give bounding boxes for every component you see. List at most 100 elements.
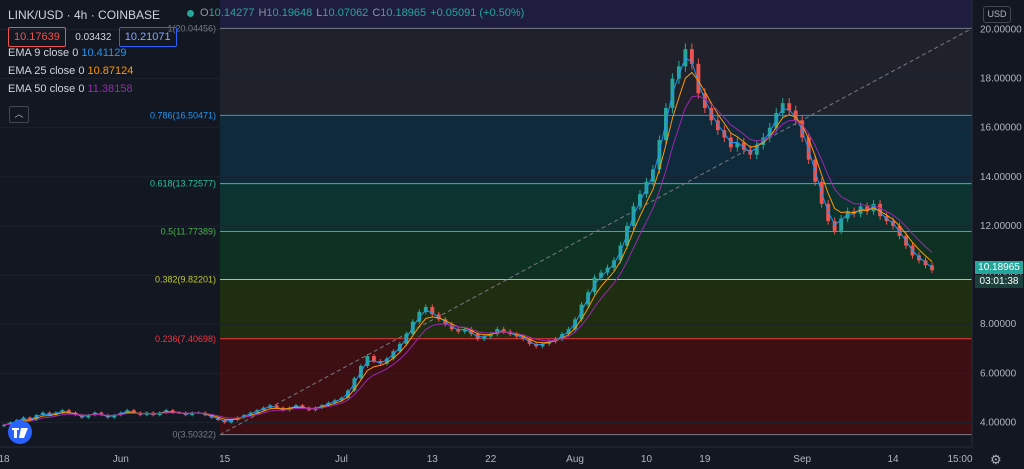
ema-line: [3, 95, 933, 426]
price-tick-label: 4.00000: [980, 417, 1017, 428]
candle-body: [131, 410, 136, 413]
price-tick-label: 12.00000: [980, 221, 1022, 232]
time-tick-label: 14: [888, 454, 900, 465]
fib-trend-line: [219, 27, 973, 436]
time-tick-label: 15:00: [947, 454, 972, 465]
candle-body: [274, 405, 279, 408]
candle-body: [2, 424, 6, 427]
fib-label: 0.382(9.82201): [155, 274, 216, 284]
ema-value: 10.41129: [81, 47, 127, 59]
candle-body: [112, 415, 117, 418]
candle-body: [229, 419, 234, 423]
price-tick-label: 18.00000: [980, 74, 1022, 85]
candle-body: [865, 206, 870, 212]
candle-body: [482, 336, 487, 339]
candle-body: [618, 245, 623, 261]
ohlc-l: L10.07062: [316, 7, 369, 19]
fib-fill-zone: [220, 28, 972, 116]
candle-body: [371, 356, 376, 362]
candle-body: [190, 412, 195, 416]
time-tick-label: Jul: [335, 454, 348, 465]
candle-body: [352, 378, 357, 391]
candle-body: [754, 144, 759, 155]
time-tick-label: 19: [699, 454, 711, 465]
buy-button[interactable]: 10.21071: [118, 27, 177, 47]
countdown-tag: 03:01:38: [975, 275, 1023, 288]
price-tick-label: 14.00000: [980, 172, 1022, 183]
price-axis-bg: [972, 0, 1024, 469]
candle-body: [469, 329, 474, 335]
time-tick-label: 22: [485, 454, 497, 465]
fib-label: 0.618(13.72577): [150, 179, 216, 189]
candle-body: [391, 351, 396, 359]
candle-body: [787, 103, 792, 111]
ohlc-h: H10.19648: [258, 7, 313, 19]
candle-body: [53, 412, 58, 416]
candle-body: [878, 203, 883, 217]
candle-body: [430, 307, 435, 315]
candle-body: [28, 417, 32, 420]
candle-body: [99, 412, 104, 416]
currency-button[interactable]: USD: [983, 6, 1011, 23]
candle-body: [793, 110, 798, 121]
time-tick-label: 18: [0, 454, 10, 465]
fib-label: 0.786(16.50471): [150, 110, 216, 120]
candle-body: [501, 329, 506, 332]
ohlc-readout: O10.14277 H10.19648 L10.07062 C10.18965 +0.0…: [187, 7, 528, 19]
fib-label: 0.236(7.40698): [155, 334, 216, 344]
candle-body: [657, 139, 662, 170]
time-tick-label: Aug: [566, 454, 584, 465]
grid-lines: [0, 28, 972, 423]
fib-label: 0(3.50322): [172, 430, 216, 440]
candle-body: [638, 194, 642, 207]
price-axis: 20.00000 18.00000 16.00000 14.00000 12.00000…: [971, 0, 1024, 469]
fib-fill-zone: [220, 231, 972, 280]
candle-body: [735, 142, 740, 148]
ema-legend-item[interactable]: EMA 25 close 0 10.87124: [8, 63, 179, 79]
symbol-title[interactable]: LINK/USD · 4h · COINBASE: [8, 8, 161, 22]
sell-button[interactable]: 10.17639: [8, 27, 66, 47]
candle-body: [86, 415, 91, 418]
candle-body: [66, 410, 71, 413]
time-axis-bg: [0, 447, 1024, 469]
fib-label: 1(20.04456): [167, 23, 216, 33]
candle-body: [689, 49, 694, 64]
candle-body: [540, 343, 545, 347]
fib-fill-zone: [220, 183, 972, 232]
time-tick-label: Sep: [793, 454, 811, 465]
candle-body: [676, 66, 681, 79]
price-tick-label: 16.00000: [980, 123, 1022, 134]
fib-label: 0.5(11.77389): [161, 227, 216, 237]
time-tick-label: 15: [219, 454, 231, 465]
symbol-row: LINK/USD · 4h · COINBASE: [8, 7, 179, 23]
candle-body: [930, 265, 934, 271]
time-axis: 18 Jun 15 Jul 13 22 Aug 10 19 Sep 14 15:00: [0, 446, 1024, 469]
candle-body: [462, 329, 467, 332]
fib-fill-zone: [220, 115, 972, 184]
collapse-legend-button[interactable]: ︿: [9, 106, 29, 123]
candle-body: [47, 412, 52, 416]
last-price-tag: 10.18965: [975, 261, 1023, 274]
ema-lines: [3, 57, 933, 426]
ema-label: EMA 9 close 0: [8, 47, 82, 59]
candle-body: [696, 63, 701, 94]
time-tick-label: Jun: [113, 454, 129, 465]
ema-value: 11.38158: [87, 83, 133, 95]
tradingview-logo-icon[interactable]: [8, 420, 32, 444]
ema-legend-item[interactable]: EMA 9 close 0 10.41129: [8, 45, 179, 61]
candle-body: [170, 410, 175, 413]
candle-body: [839, 218, 844, 231]
candle-body: [741, 142, 746, 150]
chart-legend: LINK/USD · 4h · COINBASE 10.17639 0.0343…: [8, 7, 179, 97]
fib-fill-top: [220, 0, 972, 29]
candle-body: [34, 415, 39, 420]
price-tick-label: 20.00000: [980, 24, 1022, 35]
gear-icon[interactable]: ⚙: [990, 452, 1002, 467]
candle-body: [300, 405, 305, 408]
time-tick-label: 10: [641, 454, 653, 465]
ema-legend-item[interactable]: EMA 50 close 0 11.38158: [8, 81, 179, 97]
candle-body: [917, 255, 921, 261]
price-tick-label: 8.00000: [980, 319, 1017, 330]
candle-body: [346, 390, 350, 398]
